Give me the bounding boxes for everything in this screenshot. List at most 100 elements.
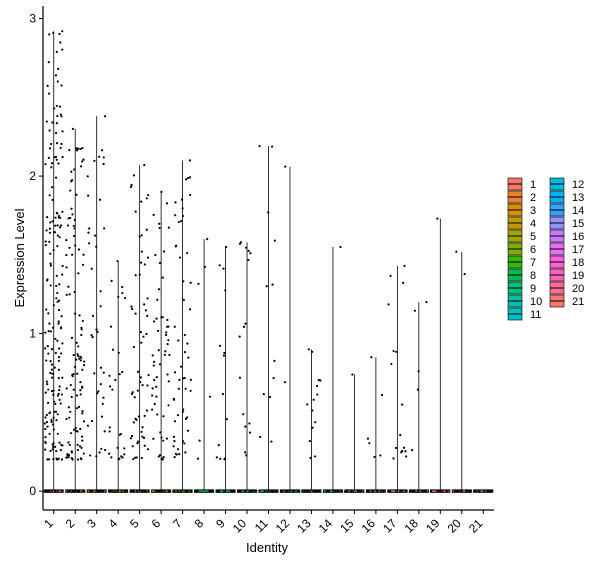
point-13-7 [311,350,314,353]
zero-point-10-7 [254,489,257,492]
point-5-7 [132,345,135,349]
point-7-23 [186,176,190,180]
point-9-12 [224,289,227,292]
point-2-15 [82,452,85,455]
point-1-110 [51,121,54,124]
zero-point-10-9 [250,489,253,492]
point-1-2 [56,394,60,397]
point-1-118 [60,142,63,146]
point-6-8 [156,298,159,301]
zero-point-3-11 [95,489,98,492]
point-6-42 [167,380,170,383]
point-2-45 [79,359,82,362]
zero-point-11-7 [266,489,269,493]
point-2-30 [76,353,79,356]
zero-point-12-2 [293,489,296,492]
point-3-39 [96,330,99,333]
point-7-35 [183,442,186,445]
point-1-163 [60,443,63,446]
point-3-38 [87,231,90,234]
point-17-15 [390,362,393,366]
zero-point-4-10 [113,490,116,493]
point-11-2 [262,392,265,396]
zero-point-2-11 [67,490,70,493]
point-1-111 [44,416,47,419]
point-1-120 [52,31,55,35]
x-tick-label-17: 17 [380,516,400,536]
violin-4 [107,260,129,493]
point-1-123 [52,393,55,396]
zero-point-21-11 [490,490,493,493]
zero-point-13-10 [312,489,315,493]
point-1-39 [51,186,54,189]
point-8-3 [196,457,200,460]
x-tick-label-4: 4 [106,516,121,531]
zero-point-4-8 [124,489,128,492]
x-tick-label-20: 20 [445,516,465,536]
point-1-114 [58,347,61,350]
point-1-127 [56,245,59,248]
violin-10 [237,241,258,493]
point-17-11 [392,349,395,353]
point-1-25 [54,402,57,406]
point-5-29 [137,440,140,443]
point-2-18 [72,224,75,228]
point-9-4 [225,418,228,421]
zero-point-19-5 [429,489,432,493]
legend-label-12: 12 [572,179,584,191]
x-tick-label-2: 2 [63,516,78,531]
point-1-42 [59,113,63,116]
x-tick-label-3: 3 [84,516,99,531]
point-1-113 [57,356,61,359]
point-1-106 [45,413,48,417]
zero-point-19-10 [437,490,440,493]
point-1-73 [49,262,52,265]
point-19-0 [436,217,439,220]
point-17-0 [403,264,406,267]
legend-label-21: 21 [572,296,584,308]
point-2-39 [75,193,78,196]
point-7-27 [179,365,183,368]
violin-5 [129,163,150,493]
zero-point-3-10 [97,490,100,493]
point-1-172 [44,391,47,394]
violin-15 [343,373,365,493]
point-1-76 [56,291,59,295]
zero-point-10-10 [252,489,255,492]
point-1-0 [61,30,64,33]
point-1-8 [53,107,56,110]
point-4-9 [114,378,117,382]
point-2-50 [75,147,78,150]
point-8-4 [197,282,200,285]
zero-point-7-7 [189,489,193,492]
point-7-22 [189,308,192,311]
point-2-79 [72,372,75,376]
point-6-36 [152,364,155,367]
point-6-13 [155,385,158,388]
point-2-32 [75,358,78,361]
point-7-14 [173,371,177,374]
point-1-90 [49,360,52,363]
point-2-58 [77,147,80,150]
zero-point-16-4 [371,489,374,492]
violin-base-1 [43,489,64,493]
point-2-108 [81,386,84,389]
point-1-65 [53,400,56,403]
point-5-10 [139,380,142,384]
point-3-5 [87,242,91,245]
point-1-86 [49,264,53,267]
zero-point-17-11 [401,489,404,492]
point-1-152 [52,389,55,392]
x-tick-label-19: 19 [423,516,443,536]
point-17-10 [389,274,392,277]
point-2-73 [69,410,72,413]
point-5-1 [141,384,144,387]
point-5-38 [143,444,146,447]
point-10-2 [245,246,248,249]
point-7-41 [180,198,184,201]
point-2-24 [70,395,73,399]
point-6-19 [162,456,165,459]
point-1-14 [44,427,47,431]
point-13-10 [309,456,312,460]
point-4-8 [108,385,112,388]
